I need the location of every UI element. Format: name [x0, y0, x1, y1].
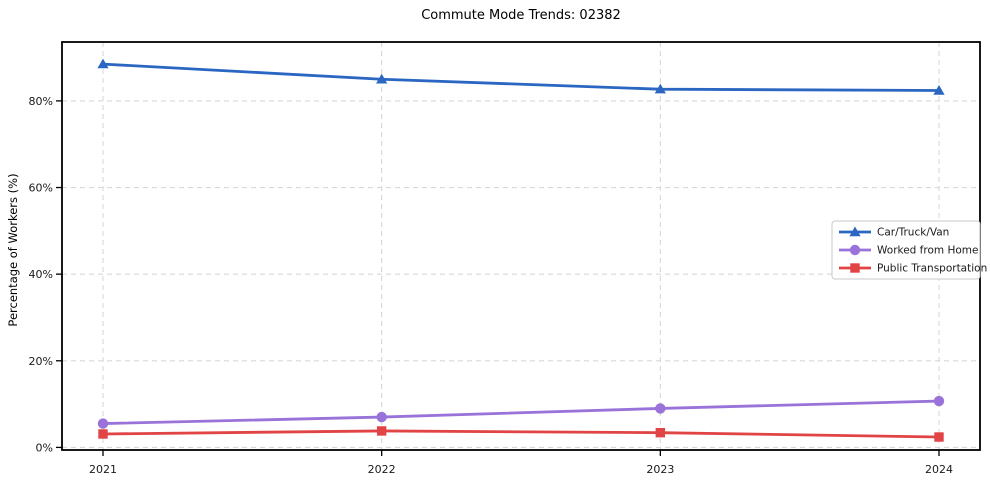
data-point-marker — [933, 85, 945, 95]
y-tick-label: 80% — [29, 95, 53, 108]
legend-item-car-truck-van: Car/Truck/Van — [839, 226, 949, 239]
y-axis-label: Percentage of Workers (%) — [6, 173, 20, 327]
data-point-marker — [97, 58, 109, 69]
legend: Car/Truck/Van Worked from Home Public Tran… — [831, 220, 987, 280]
data-point-marker — [850, 263, 860, 273]
data-point-marker — [933, 395, 945, 407]
x-tick-label: 2021 — [89, 463, 117, 476]
data-point-marker — [655, 403, 666, 414]
legend-label: Car/Truck/Van — [877, 227, 949, 239]
data-point-marker — [376, 411, 387, 423]
data-point-marker — [849, 244, 861, 256]
data-point-marker — [97, 418, 109, 429]
series-public-transportation — [98, 426, 944, 442]
legend-item-worked-from-home: Worked from Home — [839, 245, 978, 257]
legend-item-public-transportation: Public Transportation — [839, 263, 987, 275]
x-tick-label: 2023 — [646, 463, 674, 476]
series-line-car-truck-van — [101, 62, 941, 92]
data-point-marker — [849, 226, 861, 237]
data-point-marker — [376, 426, 387, 436]
series-worked-from-home — [97, 395, 945, 429]
chart-title: Commute Mode Trends: 02382 — [421, 8, 621, 23]
y-tick-label: 60% — [29, 182, 53, 195]
y-tick-label: 20% — [29, 355, 53, 368]
legend-box — [831, 220, 981, 280]
series-car-truck-van — [97, 58, 945, 95]
data-point-marker — [934, 432, 944, 442]
x-tick-label: 2024 — [925, 463, 953, 476]
legend-label: Public Transportation — [877, 263, 987, 275]
series-line-public-transportation — [101, 429, 941, 439]
data-point-marker — [655, 427, 666, 438]
y-tick-label: 0% — [36, 441, 53, 454]
legend-label: Worked from Home — [877, 245, 978, 257]
y-tick-label: 40% — [29, 268, 53, 281]
x-tick-label: 2022 — [368, 463, 396, 476]
data-point-marker — [98, 429, 108, 439]
data-point-marker — [376, 73, 388, 84]
series-line-worked-from-home — [101, 399, 941, 425]
data-point-marker — [654, 83, 666, 94]
